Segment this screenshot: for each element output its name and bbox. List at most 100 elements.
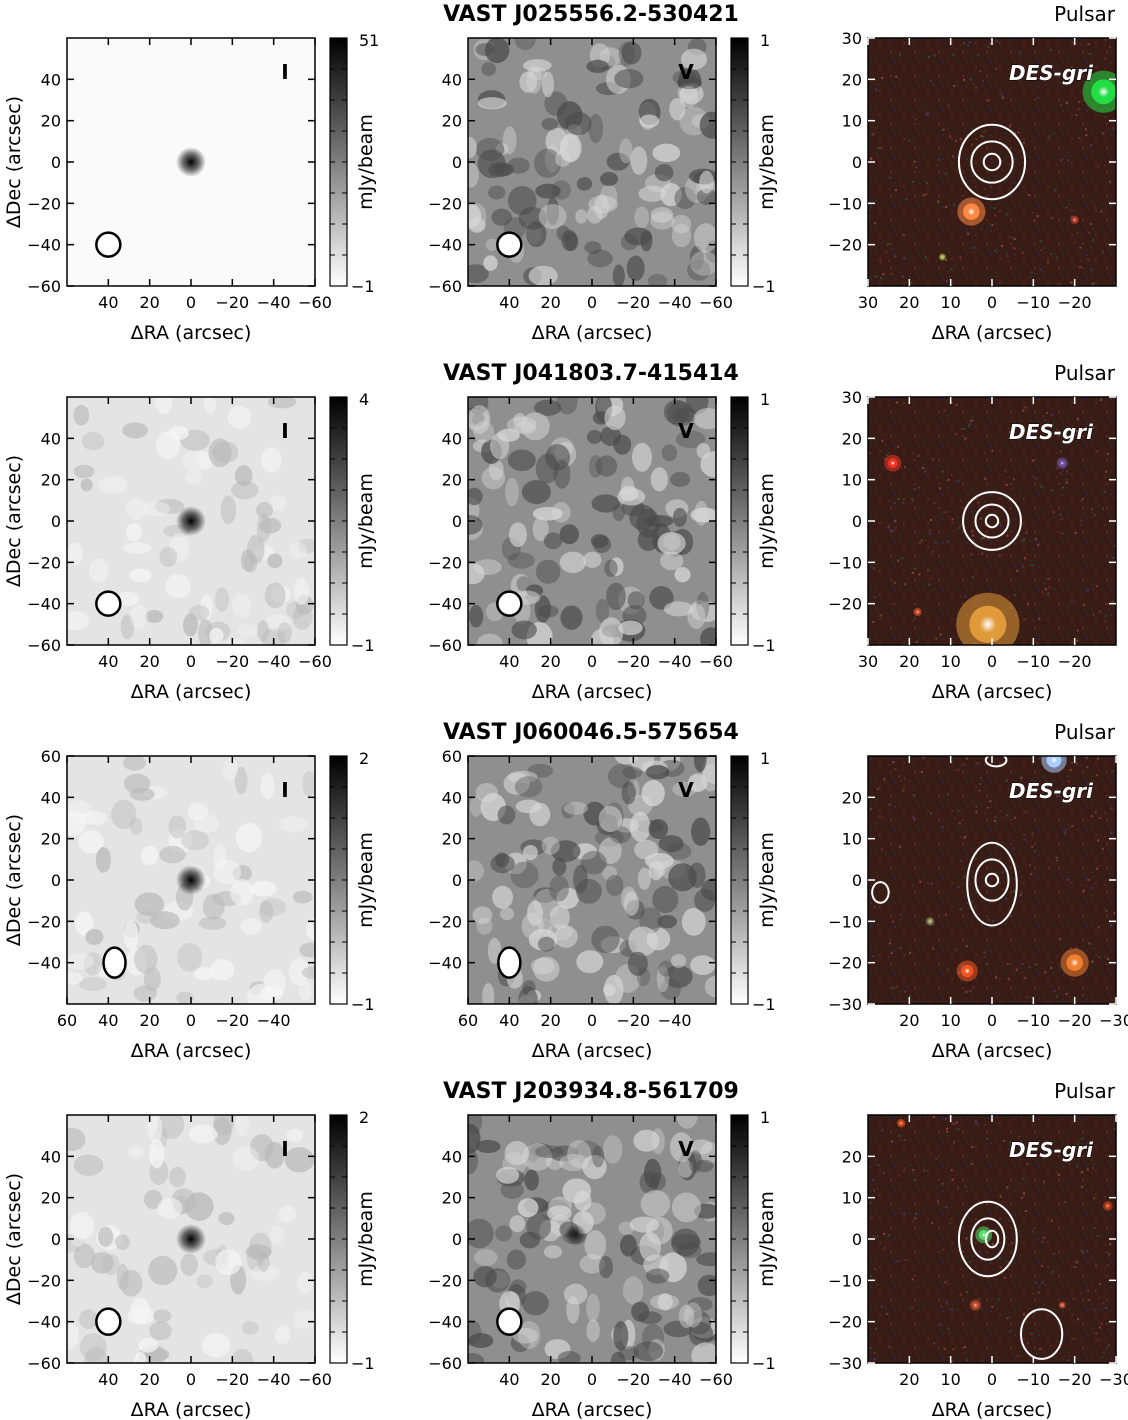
colorbar-max-label: 2 <box>359 1108 369 1127</box>
noise-pixel <box>1046 261 1049 264</box>
noise-pixel <box>1007 977 1010 980</box>
noise-pixel <box>971 576 974 579</box>
star-core <box>1073 218 1076 221</box>
noise-blob <box>671 1228 700 1257</box>
noise-blob <box>267 397 297 409</box>
noise-pixel <box>963 763 966 766</box>
noise-pixel <box>1005 213 1008 216</box>
noise-pixel <box>1049 252 1052 255</box>
noise-pixel <box>1031 832 1034 835</box>
noise-pixel <box>975 890 978 893</box>
noise-pixel <box>1034 538 1037 541</box>
noise-blob <box>504 477 519 507</box>
noise-pixel <box>932 1115 935 1118</box>
noise-pixel <box>895 985 898 988</box>
noise-pixel <box>1034 1281 1037 1284</box>
noise-blob <box>125 523 142 542</box>
noise-pixel <box>1009 1141 1012 1144</box>
noise-blob <box>700 1141 716 1164</box>
colorbar: 2 −1 mJy/beam <box>329 1108 377 1373</box>
noise-blob <box>633 1341 664 1362</box>
colorbar-label: mJy/beam <box>355 832 377 928</box>
y-tick-label: 40 <box>442 429 462 448</box>
noise-pixel <box>1052 1270 1055 1273</box>
noise-pixel <box>878 815 881 818</box>
noise-blob <box>660 182 682 207</box>
stokes-label: V <box>678 419 694 443</box>
noise-blob <box>649 1172 666 1191</box>
noise-blob <box>468 1123 481 1154</box>
noise-blob <box>288 542 308 560</box>
noise-pixel <box>980 776 983 779</box>
x-tick-label: −20 <box>215 1011 249 1030</box>
noise-blob <box>240 917 262 935</box>
image-area <box>67 397 315 645</box>
noise-pixel <box>1033 219 1036 222</box>
noise-pixel <box>1060 104 1063 107</box>
y-axis-label: ΔDec (arcsec) <box>3 455 25 587</box>
noise-pixel <box>991 1305 994 1308</box>
noise-blob <box>618 620 643 636</box>
noise-pixel <box>981 1359 984 1362</box>
noise-pixel <box>940 1324 943 1327</box>
stokes-I-panel: I 40 20 0 −20 −40 −60 40 20 0 −20 −40 −60 ΔRA (arcsec… <box>3 390 377 703</box>
contour <box>957 1200 1018 1278</box>
noise-blob <box>213 859 242 885</box>
noise-blob <box>543 1245 563 1259</box>
noise-blob <box>70 1218 88 1248</box>
x-tick-label: 20 <box>540 1370 560 1389</box>
noise-pixel <box>1072 428 1075 431</box>
noise-pixel <box>994 815 997 818</box>
noise-pixel <box>1030 271 1033 274</box>
noise-pixel <box>888 942 891 945</box>
noise-pixel <box>1062 486 1065 489</box>
x-tick-label: 0 <box>186 1370 196 1389</box>
noise-blob <box>268 495 287 510</box>
noise-blob <box>81 810 108 826</box>
noise-pixel <box>872 567 875 570</box>
noise-blob <box>232 1145 260 1171</box>
noise-blob <box>649 586 674 610</box>
y-tick-label: −30 <box>828 1354 862 1373</box>
noise-pixel <box>911 1306 914 1309</box>
y-tick-label: 40 <box>442 70 462 89</box>
star-core <box>1106 1204 1110 1208</box>
noise-blob <box>83 952 103 976</box>
noise-blob <box>90 1251 114 1274</box>
noise-pixel <box>945 1205 948 1208</box>
noise-pixel <box>959 908 962 911</box>
noise-pixel <box>933 54 936 57</box>
y-tick-label: 10 <box>842 830 862 849</box>
noise-pixel <box>958 526 961 529</box>
y-tick-label: 40 <box>41 1147 61 1166</box>
noise-blob <box>645 765 670 780</box>
x-tick-label: 0 <box>587 652 597 671</box>
x-tick-label: −20 <box>1058 1011 1092 1030</box>
noise-pixel <box>1022 1177 1025 1180</box>
noise-blob <box>664 965 693 988</box>
noise-pixel <box>946 1127 949 1130</box>
noise-pixel <box>944 913 947 916</box>
noise-pixel <box>879 614 882 617</box>
noise-blob <box>549 875 569 902</box>
noise-pixel <box>1037 96 1040 99</box>
x-axis-label: ΔRA (arcsec) <box>532 1399 653 1420</box>
noise-pixel <box>914 567 917 570</box>
noise-pixel <box>955 432 958 435</box>
noise-blob <box>528 265 558 286</box>
noise-pixel <box>1108 180 1111 183</box>
survey-label: DES-gri <box>1009 420 1094 444</box>
noise-pixel <box>922 756 925 759</box>
noise-pixel <box>1092 426 1095 429</box>
noise-pixel <box>1090 268 1093 271</box>
noise-pixel <box>895 401 898 404</box>
noise-pixel <box>930 812 933 815</box>
noise-pixel <box>1088 1299 1091 1302</box>
image-area <box>468 1115 716 1363</box>
noise-pixel <box>1055 795 1058 798</box>
noise-blob <box>510 861 539 889</box>
noise-pixel <box>970 553 973 556</box>
noise-pixel <box>941 1182 944 1185</box>
noise-blob <box>669 1132 693 1162</box>
stokes-label: V <box>678 1137 694 1161</box>
